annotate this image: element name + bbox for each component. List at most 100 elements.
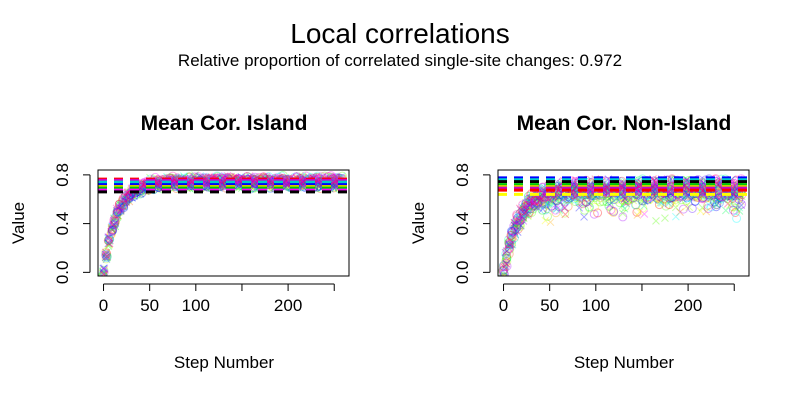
data-point (314, 177, 323, 186)
data-point (518, 213, 527, 221)
data-point (510, 221, 519, 229)
data-point (501, 249, 511, 259)
data-point (671, 203, 680, 212)
data-point (634, 182, 643, 190)
data-point (538, 186, 547, 194)
data-point (602, 191, 612, 201)
data-point (730, 196, 740, 206)
data-point (507, 230, 515, 239)
data-point (531, 201, 541, 211)
data-point (541, 194, 551, 204)
data-point (104, 240, 113, 249)
data-point (114, 211, 122, 220)
data-point (725, 201, 734, 209)
data-point (715, 187, 725, 197)
data-point (604, 194, 613, 203)
data-point (654, 200, 664, 210)
data-point (98, 270, 108, 276)
data-point (112, 207, 121, 215)
data-point (650, 187, 660, 197)
data-point (501, 275, 506, 276)
data-point (674, 192, 683, 202)
data-point (530, 202, 539, 211)
data-point (168, 171, 178, 181)
data-point (571, 193, 580, 202)
data-point (116, 205, 125, 214)
data-point (538, 184, 546, 192)
data-point (187, 179, 196, 187)
data-point (698, 186, 707, 195)
data-point (169, 178, 178, 187)
data-point (638, 196, 648, 206)
data-point (729, 205, 738, 215)
data-point (595, 197, 605, 207)
data-point (150, 172, 160, 182)
data-point (155, 178, 164, 186)
data-point (510, 218, 519, 227)
data-point (502, 247, 511, 255)
data-point (117, 201, 127, 211)
data-point (114, 211, 122, 220)
data-point (604, 196, 614, 206)
data-point (679, 195, 687, 203)
data-point (516, 219, 525, 228)
x-axis: 0 50 100 200 (99, 283, 335, 315)
data-point (99, 264, 108, 273)
data-point (263, 172, 273, 182)
data-point (121, 197, 131, 207)
data-point (662, 187, 672, 197)
data-point (550, 195, 559, 203)
data-point (155, 178, 163, 187)
data-point (499, 269, 509, 276)
data-point (699, 192, 709, 202)
data-point (110, 217, 120, 227)
data-point (218, 175, 227, 184)
data-point (512, 210, 522, 220)
data-point (138, 181, 146, 190)
data-point (554, 202, 564, 212)
data-point (710, 198, 719, 207)
data-point (234, 183, 243, 192)
data-point (104, 239, 113, 248)
data-point (513, 222, 521, 231)
data-point (112, 210, 121, 219)
data-point (329, 180, 338, 188)
data-point (111, 218, 120, 227)
data-point (119, 202, 129, 211)
data-point (170, 177, 179, 186)
data-point (662, 192, 672, 202)
data-point (535, 187, 545, 197)
data-point (138, 185, 147, 193)
data-point (533, 202, 542, 211)
data-point (544, 191, 553, 201)
data-point (696, 207, 705, 216)
data-point (122, 192, 131, 201)
data-point (533, 195, 542, 203)
data-point (298, 180, 307, 188)
data-point (585, 181, 594, 190)
data-point (526, 196, 535, 206)
data-point (697, 193, 707, 203)
data-point (528, 204, 538, 214)
data-point (584, 188, 594, 198)
data-point (499, 267, 507, 275)
data-point (689, 191, 699, 201)
data-point (633, 211, 642, 219)
data-point (560, 196, 568, 204)
data-point (535, 196, 544, 205)
data-point (512, 222, 522, 232)
data-point (507, 240, 516, 248)
data-point (650, 176, 658, 185)
data-point (249, 180, 258, 189)
data-point (681, 195, 691, 205)
data-point (541, 216, 550, 225)
data-point (502, 246, 512, 256)
data-point (498, 261, 508, 271)
data-point (507, 228, 517, 237)
data-point (105, 233, 114, 242)
data-point (518, 200, 528, 210)
data-point (215, 173, 225, 182)
data-point (281, 182, 290, 191)
data-point (526, 201, 535, 209)
data-point (504, 242, 513, 251)
